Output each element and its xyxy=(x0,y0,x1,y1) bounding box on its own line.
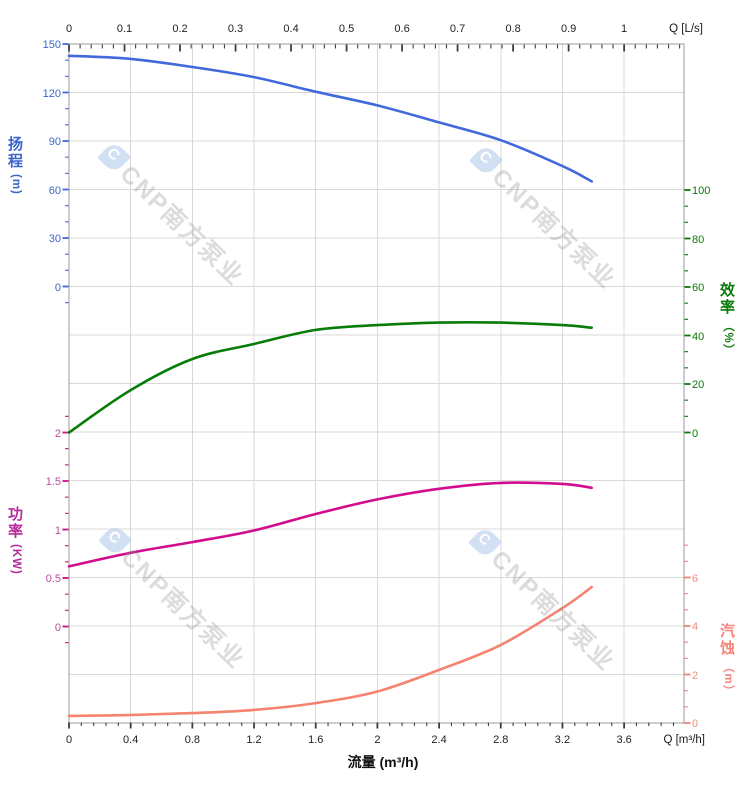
power-axis-title-text: 功率 xyxy=(7,506,23,540)
top-tick-label: 0 xyxy=(65,23,73,35)
bottom-axis-unit-label: Q [m³/h] xyxy=(663,734,705,746)
bottom-tick-label: 2 xyxy=(374,734,381,746)
head-tick-label: 150 xyxy=(42,39,61,51)
head-tick-label: 90 xyxy=(48,136,61,148)
top-tick-label: 0.2 xyxy=(172,23,188,35)
top-tick-label: 0.8 xyxy=(505,23,521,35)
efficiency-axis-unit: （%） xyxy=(722,320,734,357)
curves xyxy=(67,54,593,718)
npsh-axis-ticks xyxy=(684,544,691,724)
bottom-axis-ticks xyxy=(68,722,675,729)
power-tick-label: 1 xyxy=(54,524,61,537)
efficiency-tick-label: 80 xyxy=(692,233,705,246)
efficiency-tick-label: 100 xyxy=(692,185,711,197)
bottom-tick-label: 0 xyxy=(65,734,73,746)
bottom-tick-label: 2.8 xyxy=(493,734,509,746)
npsh-axis-title: 汽蚀 （m） xyxy=(719,623,736,697)
npsh-tick-label: 4 xyxy=(692,621,699,633)
efficiency-tick-label: 20 xyxy=(692,379,705,391)
power-axis-ticks xyxy=(62,415,69,644)
head-axis-title-text: 扬程 xyxy=(7,136,23,170)
head-axis-title: 扬程 (m) xyxy=(7,136,24,195)
efficiency-tick-label: 40 xyxy=(692,330,705,343)
efficiency-tick-label: 60 xyxy=(692,282,705,294)
top-tick-label: 0.3 xyxy=(227,23,244,35)
npsh-tick-label: 2 xyxy=(692,669,699,682)
top-axis-unit-label: Q [L/s] xyxy=(669,23,703,35)
top-tick-label: 1 xyxy=(621,23,628,35)
grid-lines xyxy=(69,44,684,723)
top-tick-label: 0.6 xyxy=(394,23,410,35)
top-tick-label: 0.7 xyxy=(449,23,466,35)
bottom-tick-label: 3.6 xyxy=(616,734,632,746)
top-axis-ticks xyxy=(68,44,681,52)
power-axis-unit: (KW) xyxy=(10,544,22,575)
efficiency-axis-ticks xyxy=(684,189,691,434)
efficiency-curve xyxy=(67,321,593,434)
top-tick-label: 0.4 xyxy=(283,23,299,35)
power-tick-label: 0 xyxy=(54,621,61,634)
power-tick-label: 1.5 xyxy=(45,476,61,488)
head-axis-unit: (m) xyxy=(10,174,22,195)
x-axis-title: 流量 (m³/h) xyxy=(347,754,419,770)
bottom-tick-label: 1.2 xyxy=(246,734,262,746)
efficiency-axis-title: 效率 （%） xyxy=(719,282,736,356)
top-tick-label: 0.5 xyxy=(338,23,355,35)
bottom-tick-label: 0.8 xyxy=(184,734,201,746)
head-tick-label: 30 xyxy=(48,233,61,245)
bottom-tick-label: 1.6 xyxy=(308,734,324,746)
head-tick-label: 60 xyxy=(48,184,61,197)
npsh-axis-title-text: 汽蚀 xyxy=(719,623,735,657)
npsh-tick-label: 6 xyxy=(692,572,699,585)
power-tick-label: 2 xyxy=(54,427,61,440)
npsh-tick-label: 0 xyxy=(692,718,699,730)
head-tick-label: 0 xyxy=(54,281,61,294)
bottom-tick-label: 2.4 xyxy=(431,734,447,746)
head-tick-label: 120 xyxy=(42,87,61,100)
head-curve xyxy=(67,54,593,183)
power-tick-label: 0.5 xyxy=(45,573,61,585)
efficiency-tick-label: 0 xyxy=(692,427,699,440)
top-tick-label: 0.9 xyxy=(560,23,577,35)
efficiency-axis-title-text: 效率 xyxy=(719,282,735,316)
npsh-curve xyxy=(67,585,593,718)
head-axis-ticks xyxy=(62,43,69,304)
power-axis-title: 功率 (KW) xyxy=(7,506,24,575)
bottom-tick-label: 3.2 xyxy=(554,734,571,746)
power-curve xyxy=(67,481,593,568)
bottom-tick-label: 0.4 xyxy=(123,734,139,746)
npsh-axis-unit: （m） xyxy=(722,661,734,698)
top-tick-label: 0.1 xyxy=(116,23,133,35)
